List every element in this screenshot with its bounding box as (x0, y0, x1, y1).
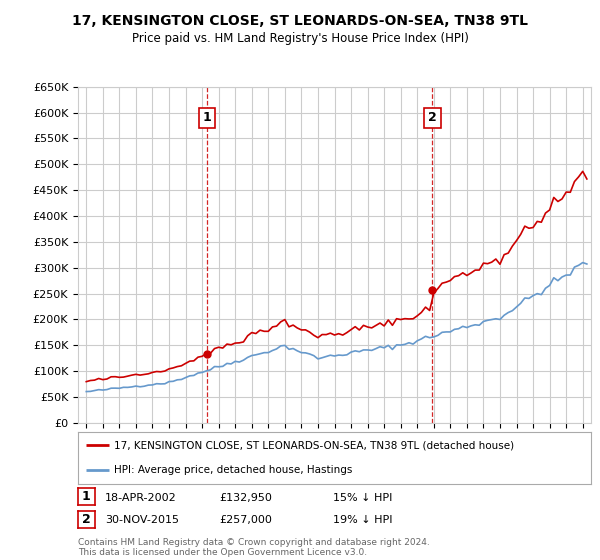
Text: 2: 2 (428, 111, 437, 124)
Text: 1: 1 (82, 490, 91, 503)
Text: 15% ↓ HPI: 15% ↓ HPI (333, 493, 392, 503)
Text: 2: 2 (82, 512, 91, 526)
Text: 30-NOV-2015: 30-NOV-2015 (105, 515, 179, 525)
Text: £257,000: £257,000 (219, 515, 272, 525)
Text: 18-APR-2002: 18-APR-2002 (105, 493, 177, 503)
Text: 17, KENSINGTON CLOSE, ST LEONARDS-ON-SEA, TN38 9TL (detached house): 17, KENSINGTON CLOSE, ST LEONARDS-ON-SEA… (114, 440, 514, 450)
Text: 17, KENSINGTON CLOSE, ST LEONARDS-ON-SEA, TN38 9TL: 17, KENSINGTON CLOSE, ST LEONARDS-ON-SEA… (72, 14, 528, 28)
Text: Price paid vs. HM Land Registry's House Price Index (HPI): Price paid vs. HM Land Registry's House … (131, 32, 469, 45)
Text: 19% ↓ HPI: 19% ↓ HPI (333, 515, 392, 525)
Text: £132,950: £132,950 (219, 493, 272, 503)
Text: HPI: Average price, detached house, Hastings: HPI: Average price, detached house, Hast… (114, 465, 352, 475)
Text: Contains HM Land Registry data © Crown copyright and database right 2024.
This d: Contains HM Land Registry data © Crown c… (78, 538, 430, 557)
Text: 1: 1 (203, 111, 211, 124)
